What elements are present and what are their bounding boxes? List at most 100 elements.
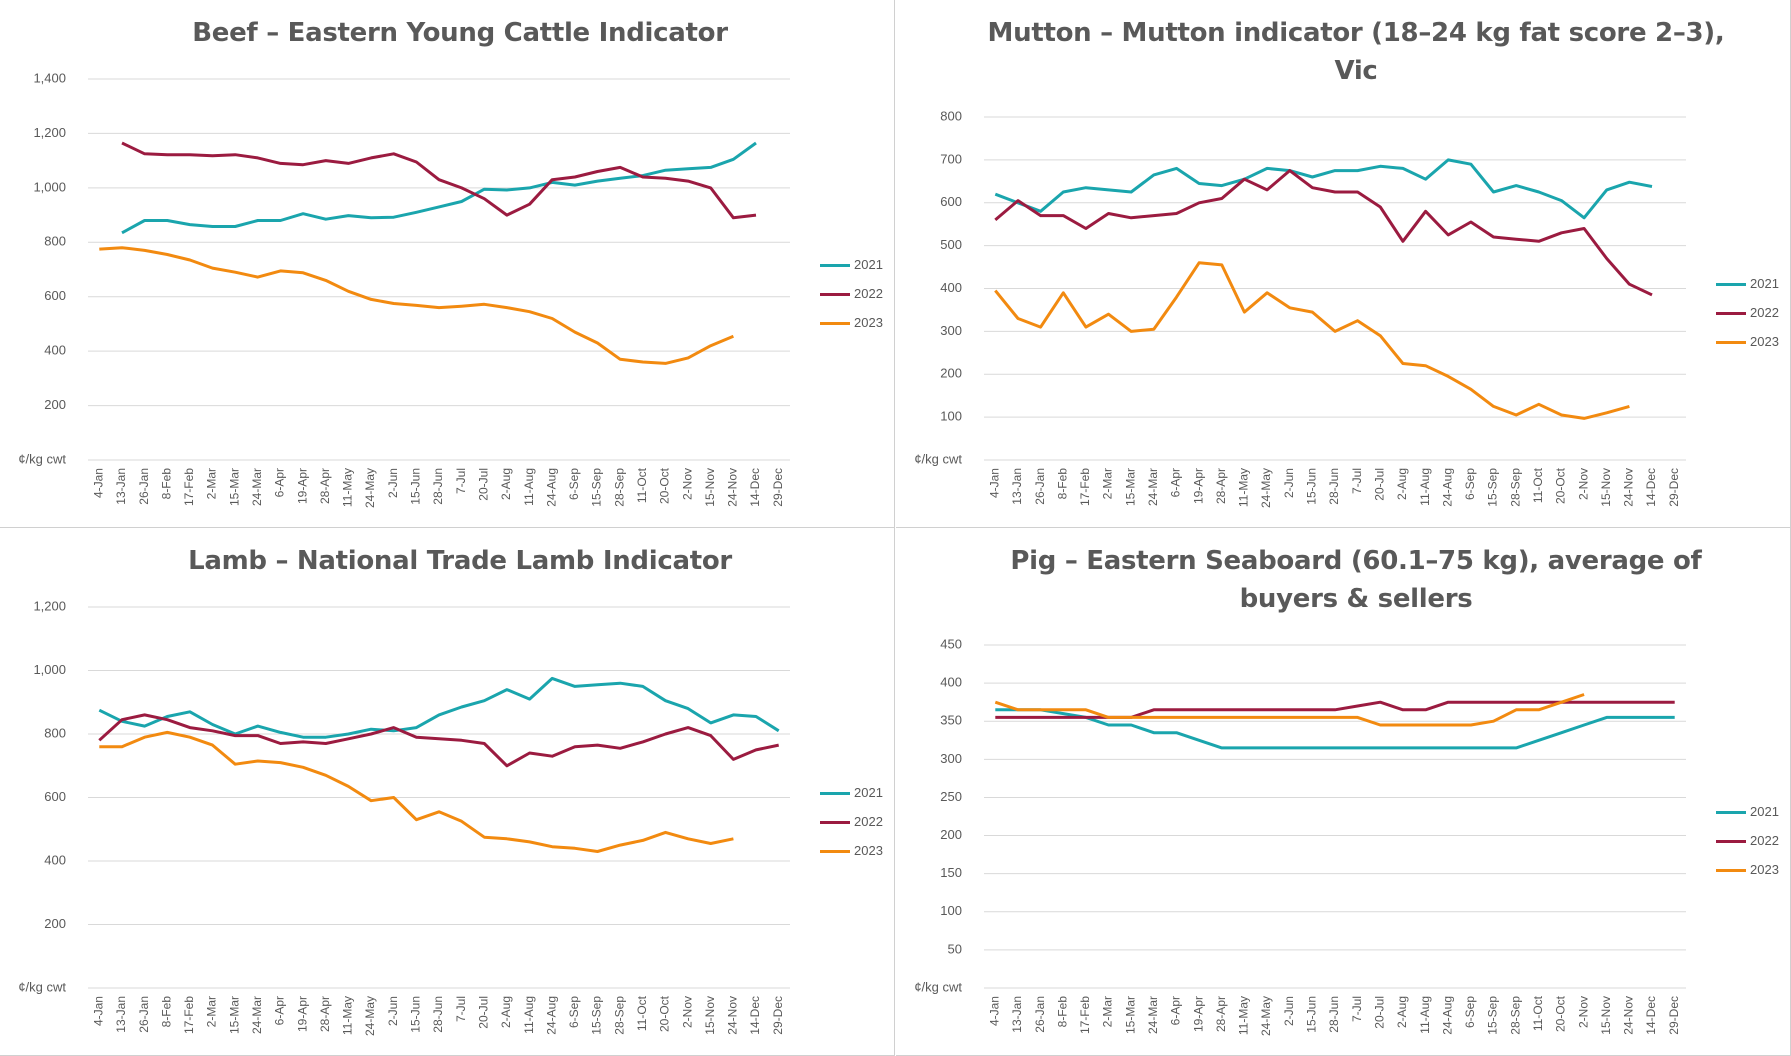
y-tick-label: 200 (44, 397, 66, 412)
x-tick-label: 14-Dec (748, 996, 762, 1035)
chart-title: Lamb – National Trade Lamb Indicator (188, 546, 732, 576)
x-tick-label: 28-Apr (1214, 468, 1228, 504)
x-tick-label: 19-Apr (1191, 996, 1205, 1032)
chart-panel: Beef – Eastern Young Cattle Indicator ¢/k… (0, 0, 895, 528)
legend-label: 2021 (854, 257, 883, 272)
x-tick-label: 2-Jun (1282, 468, 1296, 498)
x-tick-label: 15-Mar (227, 468, 241, 506)
y-tick-label: 50 (948, 941, 962, 956)
x-tick-label: 14-Dec (1644, 996, 1658, 1035)
y-tick-label: 700 (940, 151, 962, 166)
x-tick-label: 4-Jan (987, 468, 1001, 498)
series-line (994, 693, 1585, 727)
series-line (121, 141, 757, 235)
y-tick-label: 1,200 (33, 598, 66, 613)
chart: ¢/kg cwt 50 100 150 200 250 300 350 400 450 4-Jan 1… (914, 636, 1779, 1036)
chart-title: Mutton – Mutton indicator (18–24 kg fat … (987, 18, 1725, 86)
x-tick-label: 7-Jul (1350, 996, 1364, 1022)
chart-panel: Pig – Eastern Seaboard (60.1–75 kg), ave… (896, 528, 1791, 1056)
y-tick-label: 300 (940, 751, 962, 766)
x-tick-label: 24-May (363, 996, 377, 1036)
series-line (98, 713, 780, 768)
x-tick-label: 19-Apr (295, 468, 309, 504)
chart: ¢/kg cwt 200 400 600 800 1,000 1,200 4-Jan 13-Ja… (18, 598, 883, 1036)
legend-label: 2022 (1750, 305, 1779, 320)
series-line (121, 141, 757, 220)
x-tick-label: 17-Feb (182, 468, 196, 506)
chart-title: Beef – Eastern Young Cattle Indicator (192, 18, 728, 48)
x-tick-label: 28-Sep (1508, 468, 1522, 507)
x-tick-label: 2-Nov (680, 996, 694, 1028)
y-tick-label: 200 (940, 827, 962, 842)
legend-label: 2022 (854, 814, 883, 829)
y-tick-label: 100 (940, 903, 962, 918)
x-tick-label: 2-Aug (1395, 468, 1409, 500)
x-tick-label: 2-Mar (1101, 996, 1115, 1027)
x-tick-label: 28-Jun (431, 996, 445, 1033)
x-tick-label: 15-Sep (1486, 996, 1500, 1035)
x-tick-label: 26-Jan (1033, 996, 1047, 1033)
x-tick-label: 15-Mar (1123, 468, 1137, 506)
x-tick-label: 14-Dec (748, 468, 762, 507)
x-tick-label: 24-May (1259, 468, 1273, 508)
x-tick-label: 11-May (341, 996, 355, 1035)
x-tick-label: 20-Oct (1554, 995, 1568, 1032)
x-tick-label: 15-Jun (1305, 468, 1319, 505)
x-tick-label: 6-Apr (273, 996, 287, 1025)
y-tick-label: 1,200 (33, 125, 66, 140)
x-tick-label: 15-Jun (409, 996, 423, 1033)
x-tick-label: 14-Dec (1644, 468, 1658, 507)
x-tick-label: 24-Mar (1146, 996, 1160, 1034)
x-tick-label: 15-Sep (590, 468, 604, 507)
x-tick-label: 20-Jul (1372, 468, 1386, 501)
x-tick-label: 6-Apr (1169, 468, 1183, 497)
x-tick-label: 15-Nov (1599, 996, 1613, 1035)
x-tick-label: 4-Jan (987, 996, 1001, 1026)
x-tick-label: 8-Feb (1055, 468, 1069, 500)
x-tick-label: 28-Jun (431, 468, 445, 505)
x-tick-label: 29-Dec (771, 468, 785, 507)
x-tick-label: 28-Apr (318, 996, 332, 1032)
x-tick-label: 7-Jul (1350, 468, 1364, 494)
y-tick-label: 100 (940, 409, 962, 424)
x-tick-label: 11-May (1237, 468, 1251, 507)
x-tick-label: 24-Aug (1440, 468, 1454, 507)
x-tick-label: 20-Oct (658, 995, 672, 1032)
x-tick-label: 19-Apr (1191, 468, 1205, 504)
y-tick-label: 400 (44, 852, 66, 867)
x-tick-label: 20-Jul (1372, 996, 1386, 1029)
x-tick-label: 8-Feb (1055, 996, 1069, 1028)
legend-label: 2022 (1750, 833, 1779, 848)
x-tick-label: 11-May (1237, 996, 1251, 1035)
x-tick-label: 29-Dec (1667, 996, 1681, 1035)
legend-label: 2021 (1750, 804, 1779, 819)
y-tick-label: 800 (940, 108, 962, 123)
x-tick-label: 28-Apr (1214, 996, 1228, 1032)
x-tick-label: 24-Nov (726, 996, 740, 1035)
chart-panel: Lamb – National Trade Lamb Indicator ¢/kg… (0, 528, 895, 1056)
legend-label: 2021 (1750, 276, 1779, 291)
x-tick-label: 2-Nov (1576, 996, 1590, 1028)
x-tick-label: 13-Jan (1010, 468, 1024, 505)
x-tick-label: 28-Sep (612, 468, 626, 507)
x-tick-label: 6-Apr (273, 468, 287, 497)
x-tick-label: 24-Mar (1146, 468, 1160, 506)
x-tick-label: 6-Sep (567, 468, 581, 500)
x-tick-label: 28-Apr (318, 468, 332, 504)
x-tick-label: 2-Nov (1576, 468, 1590, 500)
x-tick-label: 2-Jun (1282, 996, 1296, 1026)
series-line (98, 676, 780, 739)
x-tick-label: 20-Jul (476, 468, 490, 501)
x-tick-label: 7-Jul (454, 468, 468, 494)
series-line (994, 261, 1630, 420)
x-tick-label: 20-Oct (1554, 467, 1568, 504)
y-tick-label: 400 (940, 280, 962, 295)
x-tick-label: 20-Oct (658, 467, 672, 504)
x-tick-label: 11-Aug (1418, 996, 1432, 1034)
x-tick-label: 28-Sep (1508, 996, 1522, 1035)
legend-label: 2023 (1750, 334, 1779, 349)
series-line (994, 169, 1653, 297)
x-tick-label: 29-Dec (771, 996, 785, 1035)
y-tick-label: 1,000 (33, 662, 66, 677)
x-tick-label: 13-Jan (114, 468, 128, 505)
